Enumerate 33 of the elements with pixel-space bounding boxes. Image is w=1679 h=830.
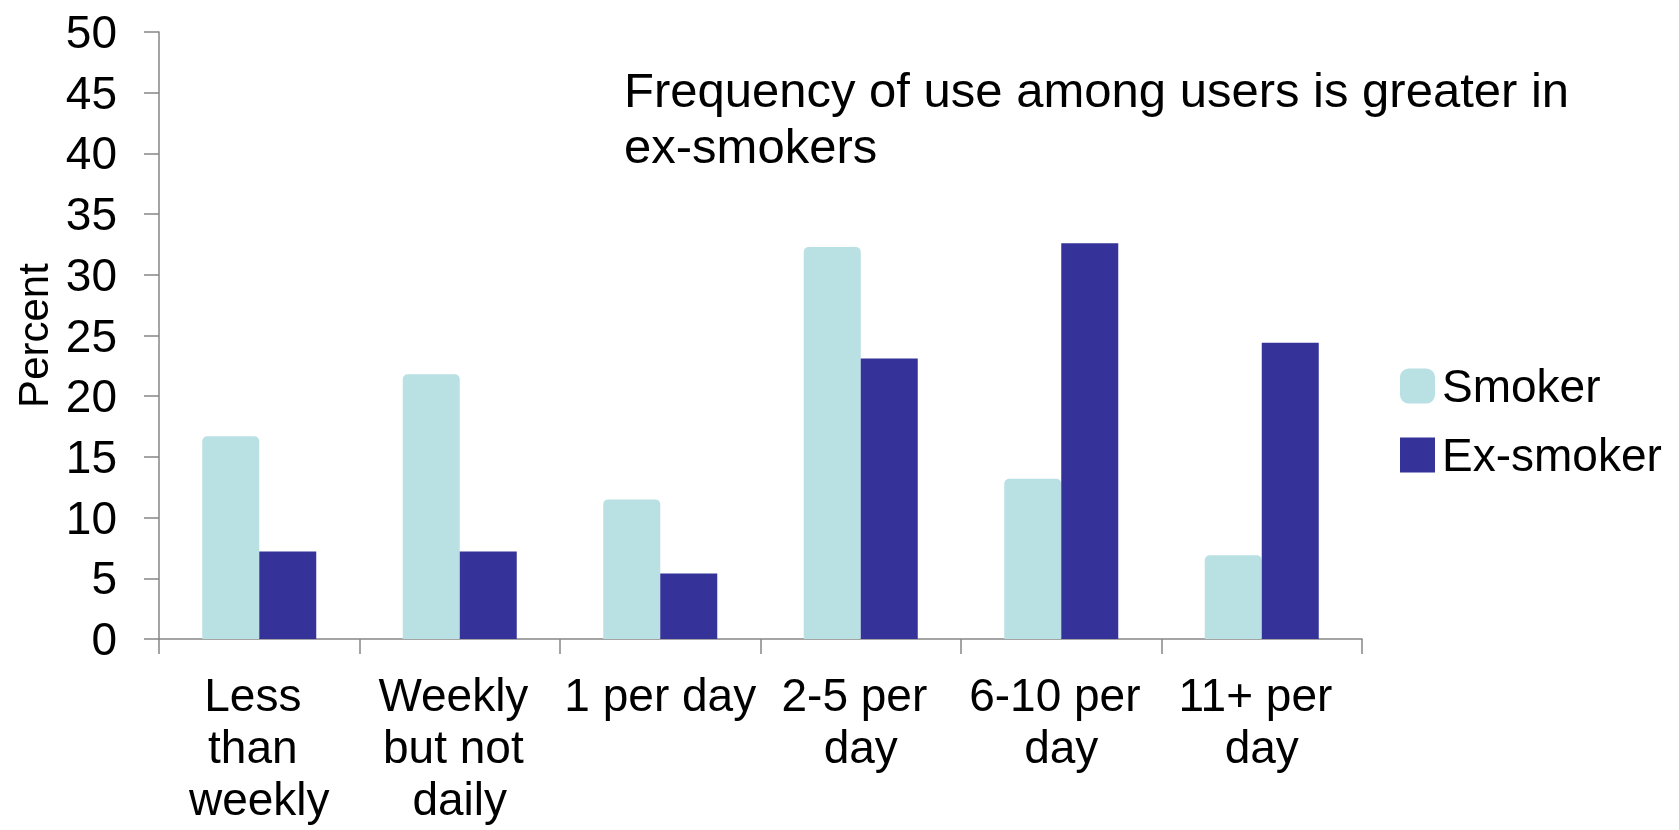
bar [1061, 243, 1119, 639]
x-tick-label: 2-5 per day [781, 669, 941, 773]
y-tick-label: 20 [65, 370, 117, 423]
y-tick-label: 15 [65, 430, 117, 483]
legend-label: Ex-smoker [1442, 429, 1662, 481]
bar [259, 551, 317, 639]
bar [660, 573, 718, 639]
y-tick-label: 30 [65, 248, 117, 301]
y-axis-title: Percent [9, 262, 57, 408]
bar [1004, 478, 1062, 639]
x-tick-label: 6-10 per day [969, 669, 1154, 773]
bar [202, 436, 260, 639]
x-tick-label: 1 per day [564, 669, 757, 721]
y-tick-label: 50 [65, 6, 117, 58]
y-tick-label: 10 [65, 491, 117, 544]
y-tick-label: 40 [65, 127, 117, 180]
bar [402, 374, 460, 639]
x-tick-label: Weekly but not daily [378, 669, 542, 825]
x-tick-label: 11+ per day [1178, 669, 1346, 773]
bar [1204, 555, 1262, 639]
x-tick-label: Less than weekly [187, 669, 330, 825]
y-tick-label: 35 [65, 188, 117, 241]
y-tick-label: 0 [91, 613, 117, 665]
y-tick-label: 5 [91, 552, 117, 605]
y-tick-label: 45 [65, 66, 117, 119]
text: Frequency of use among users is greater in ex-smokers [624, 63, 1570, 173]
bar [603, 499, 661, 639]
bar [459, 551, 517, 639]
bar [860, 358, 918, 639]
y-tick-label: 25 [65, 309, 117, 362]
bar [803, 246, 861, 639]
bar [1261, 342, 1319, 639]
legend-label: Smoker [1442, 360, 1601, 412]
